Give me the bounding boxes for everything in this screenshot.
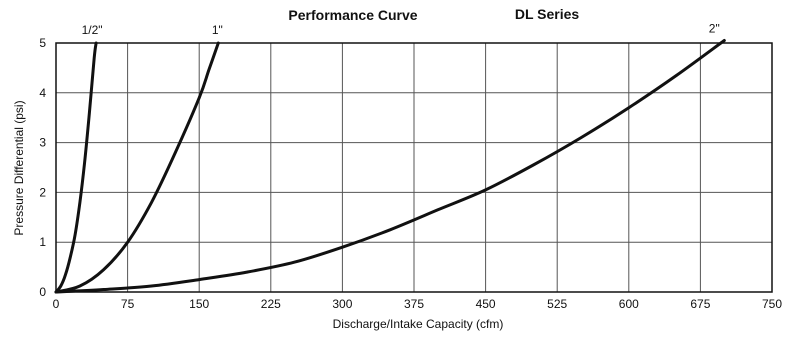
x-tick-label: 0 [53, 297, 60, 311]
x-tick-label: 450 [476, 297, 496, 311]
series-line-2 [54, 39, 726, 294]
y-tick-label: 2 [39, 185, 46, 199]
x-axis-label: Discharge/Intake Capacity (cfm) [333, 317, 504, 331]
series-label-0: 1/2" [82, 23, 103, 37]
x-tick-label: 300 [332, 297, 352, 311]
y-tick-label: 5 [39, 36, 46, 50]
series-lines [54, 39, 726, 294]
x-tick-label: 375 [404, 297, 424, 311]
x-tick-label: 225 [261, 297, 281, 311]
grid [55, 42, 773, 293]
y-tick-label: 0 [39, 285, 46, 299]
tick-labels: 0 75 150 225 300 375 450 525 600 675 750 0 1 2 3 4 5 [39, 36, 782, 311]
y-tick-label: 4 [39, 86, 46, 100]
x-tick-label: 150 [189, 297, 209, 311]
series-labels: 1/2" 1" 2" [82, 22, 720, 37]
x-tick-label: 75 [121, 297, 135, 311]
plot-frame [55, 42, 773, 293]
series-label-1: 1" [212, 23, 223, 37]
chart-title: Performance Curve [288, 7, 417, 23]
x-tick-label: 525 [547, 297, 567, 311]
x-tick-label: 600 [619, 297, 639, 311]
x-tick-label: 750 [762, 297, 782, 311]
y-tick-label: 1 [39, 235, 46, 249]
y-tick-label: 3 [39, 136, 46, 150]
series-line-1 [54, 41, 220, 294]
series-line-0 [54, 41, 98, 294]
chart-subtitle: DL Series [515, 6, 580, 22]
y-axis-label: Pressure Differential (psi) [12, 100, 26, 235]
series-label-2: 2" [709, 22, 720, 36]
x-tick-label: 675 [690, 297, 710, 311]
